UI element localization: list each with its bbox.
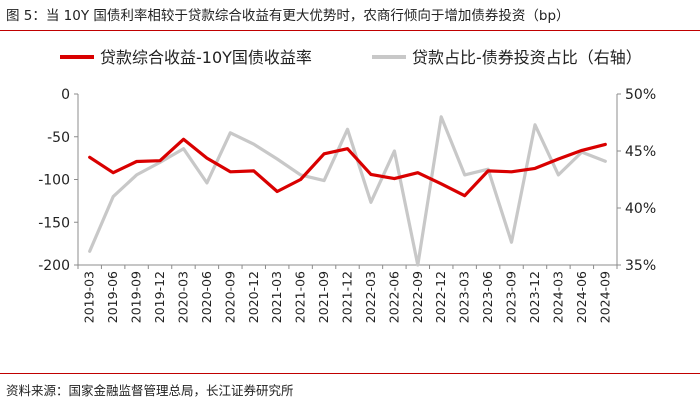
x-tick-label: 2020-03 xyxy=(175,271,190,323)
axes: 0 -50 -100 -150 -200 50% 45% 40% 35% 2019-03 2019-… xyxy=(38,87,656,323)
x-tick-label: 2020-09 xyxy=(222,271,237,323)
y-right-tick-label: 40% xyxy=(625,201,656,217)
x-tick-label: 2023-03 xyxy=(457,271,472,323)
y-left-tick-label: 0 xyxy=(61,87,70,103)
x-tick-label: 2021-06 xyxy=(293,271,308,323)
y-left-tick-label: -50 xyxy=(47,130,70,146)
chart-title: 图 5：当 10Y 国债利率相较于贷款综合收益有更大优势时，农商行倾向于增加债券… xyxy=(6,8,570,24)
x-tick-label: 2021-03 xyxy=(269,271,284,323)
x-tick-label: 2022-06 xyxy=(386,271,401,323)
x-tick-label: 2023-09 xyxy=(504,271,519,323)
legend: 贷款综合收益-10Y国债收益率 贷款占比-债券投资占比（右轴） xyxy=(60,48,642,67)
x-tick-label: 2022-12 xyxy=(433,271,448,323)
x-tick-label: 2020-12 xyxy=(246,271,261,323)
x-tick-label: 2022-09 xyxy=(410,271,425,323)
series-line-loan-minus-bond-share xyxy=(88,115,607,267)
x-tick-label: 2019-03 xyxy=(82,271,97,323)
y-left-tick-label: -200 xyxy=(38,258,70,274)
x-tick-label: 2024-06 xyxy=(574,271,589,323)
legend-item-series-1: 贷款综合收益-10Y国债收益率 xyxy=(100,48,312,67)
y-right-tick-label: 45% xyxy=(625,144,656,160)
x-tick-label: 2021-12 xyxy=(340,271,355,323)
x-tick-label: 2022-03 xyxy=(363,271,378,323)
title-rule xyxy=(0,30,700,31)
x-tick-label: 2020-06 xyxy=(199,271,214,323)
x-tick-label: 2019-06 xyxy=(105,271,120,323)
x-tick-label: 2023-12 xyxy=(527,271,542,323)
x-tick-label: 2023-06 xyxy=(480,271,495,323)
y-right-tick-label: 35% xyxy=(625,258,656,274)
y-left-tick-label: -150 xyxy=(38,215,70,231)
series-layer xyxy=(88,115,607,267)
series-line-loan-minus-treasury xyxy=(88,137,607,198)
source-rule xyxy=(0,373,700,374)
x-tick-label: 2019-12 xyxy=(152,271,167,323)
y-right-tick-label: 50% xyxy=(625,87,656,103)
y-left-tick-label: -100 xyxy=(38,173,70,189)
legend-item-series-2: 贷款占比-债券投资占比（右轴） xyxy=(412,48,642,67)
x-tick-label: 2021-09 xyxy=(316,271,331,323)
x-tick-label: 2019-09 xyxy=(129,271,144,323)
x-tick-label: 2024-03 xyxy=(550,271,565,323)
source-note: 资料来源：国家金融监督管理总局，长江证券研究所 xyxy=(6,383,294,398)
x-tick-label: 2024-09 xyxy=(597,271,612,323)
